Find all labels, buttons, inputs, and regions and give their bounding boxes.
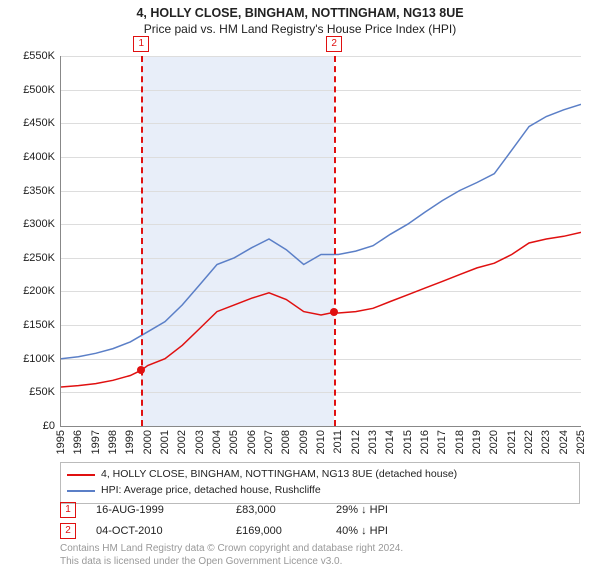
y-axis-label: £100K [5,353,55,365]
y-axis-label: £450K [5,117,55,129]
chart-plot-area: £0£50K£100K£150K£200K£250K£300K£350K£400… [60,56,581,427]
footnote-line1: Contains HM Land Registry data © Crown c… [60,542,403,555]
sale-marker-badge: 1 [133,36,149,52]
sales-row: 1 16-AUG-1999 £83,000 29% ↓ HPI [60,500,446,521]
legend-swatch-hpi [67,490,95,492]
x-axis-label: 2000 [142,430,154,454]
x-axis-label: 2022 [523,430,535,454]
series-line [61,232,581,387]
x-axis-label: 2011 [332,430,344,454]
x-axis-label: 2021 [506,430,518,454]
sale-date: 04-OCT-2010 [96,521,216,542]
sale-dot [330,308,338,316]
y-axis-label: £400K [5,151,55,163]
y-axis-label: £300K [5,218,55,230]
legend-label-hpi: HPI: Average price, detached house, Rush… [101,483,321,499]
y-axis-label: £50K [5,386,55,398]
sales-row: 2 04-OCT-2010 £169,000 40% ↓ HPI [60,521,446,542]
footnote: Contains HM Land Registry data © Crown c… [60,542,403,568]
legend-item-hpi: HPI: Average price, detached house, Rush… [67,483,573,499]
x-axis-label: 2023 [540,430,552,454]
sale-row-badge: 2 [60,523,76,539]
y-axis-label: £0 [5,420,55,432]
footnote-line2: This data is licensed under the Open Gov… [60,555,403,568]
y-axis-label: £150K [5,319,55,331]
legend-swatch-property [67,474,95,476]
legend-item-property: 4, HOLLY CLOSE, BINGHAM, NOTTINGHAM, NG1… [67,467,573,483]
sale-marker-badge: 2 [326,36,342,52]
x-axis-label: 2005 [228,430,240,454]
sale-row-badge: 1 [60,502,76,518]
sale-hpi-delta: 29% ↓ HPI [336,500,446,521]
x-axis-label: 1999 [124,430,136,454]
y-axis-label: £550K [5,50,55,62]
x-axis-label: 2024 [558,430,570,454]
x-axis-label: 2009 [298,430,310,454]
legend-label-property: 4, HOLLY CLOSE, BINGHAM, NOTTINGHAM, NG1… [101,467,457,483]
x-axis-label: 1998 [107,430,119,454]
chart-container: 4, HOLLY CLOSE, BINGHAM, NOTTINGHAM, NG1… [0,6,600,36]
x-axis-label: 2016 [419,430,431,454]
x-axis-label: 2025 [575,430,587,454]
chart-legend: 4, HOLLY CLOSE, BINGHAM, NOTTINGHAM, NG1… [60,462,580,504]
x-axis-label: 2019 [471,430,483,454]
x-axis-label: 1997 [90,430,102,454]
y-axis-label: £500K [5,84,55,96]
sale-price: £83,000 [236,500,316,521]
x-axis-label: 2015 [402,430,414,454]
x-axis-label: 1995 [55,430,67,454]
x-axis-label: 2001 [159,430,171,454]
sales-table: 1 16-AUG-1999 £83,000 29% ↓ HPI 2 04-OCT-2010… [60,500,446,542]
sale-hpi-delta: 40% ↓ HPI [336,521,446,542]
x-axis-label: 2012 [350,430,362,454]
page-title: 4, HOLLY CLOSE, BINGHAM, NOTTINGHAM, NG1… [0,6,600,20]
y-axis-label: £200K [5,285,55,297]
y-axis-label: £350K [5,185,55,197]
x-axis-label: 2010 [315,430,327,454]
y-axis-label: £250K [5,252,55,264]
x-axis-label: 2018 [454,430,466,454]
sale-date: 16-AUG-1999 [96,500,216,521]
x-axis-label: 2002 [176,430,188,454]
series-line [61,104,581,358]
x-axis-label: 2003 [194,430,206,454]
x-axis-label: 2008 [280,430,292,454]
sale-price: £169,000 [236,521,316,542]
x-axis-label: 2013 [367,430,379,454]
x-axis-label: 2014 [384,430,396,454]
x-axis-label: 2006 [246,430,258,454]
page-subtitle: Price paid vs. HM Land Registry's House … [0,22,600,36]
sale-marker-line [334,56,336,426]
x-axis-label: 2017 [436,430,448,454]
x-axis-label: 2007 [263,430,275,454]
x-axis-label: 2004 [211,430,223,454]
sale-dot [137,366,145,374]
x-axis-label: 1996 [72,430,84,454]
x-axis-label: 2020 [488,430,500,454]
